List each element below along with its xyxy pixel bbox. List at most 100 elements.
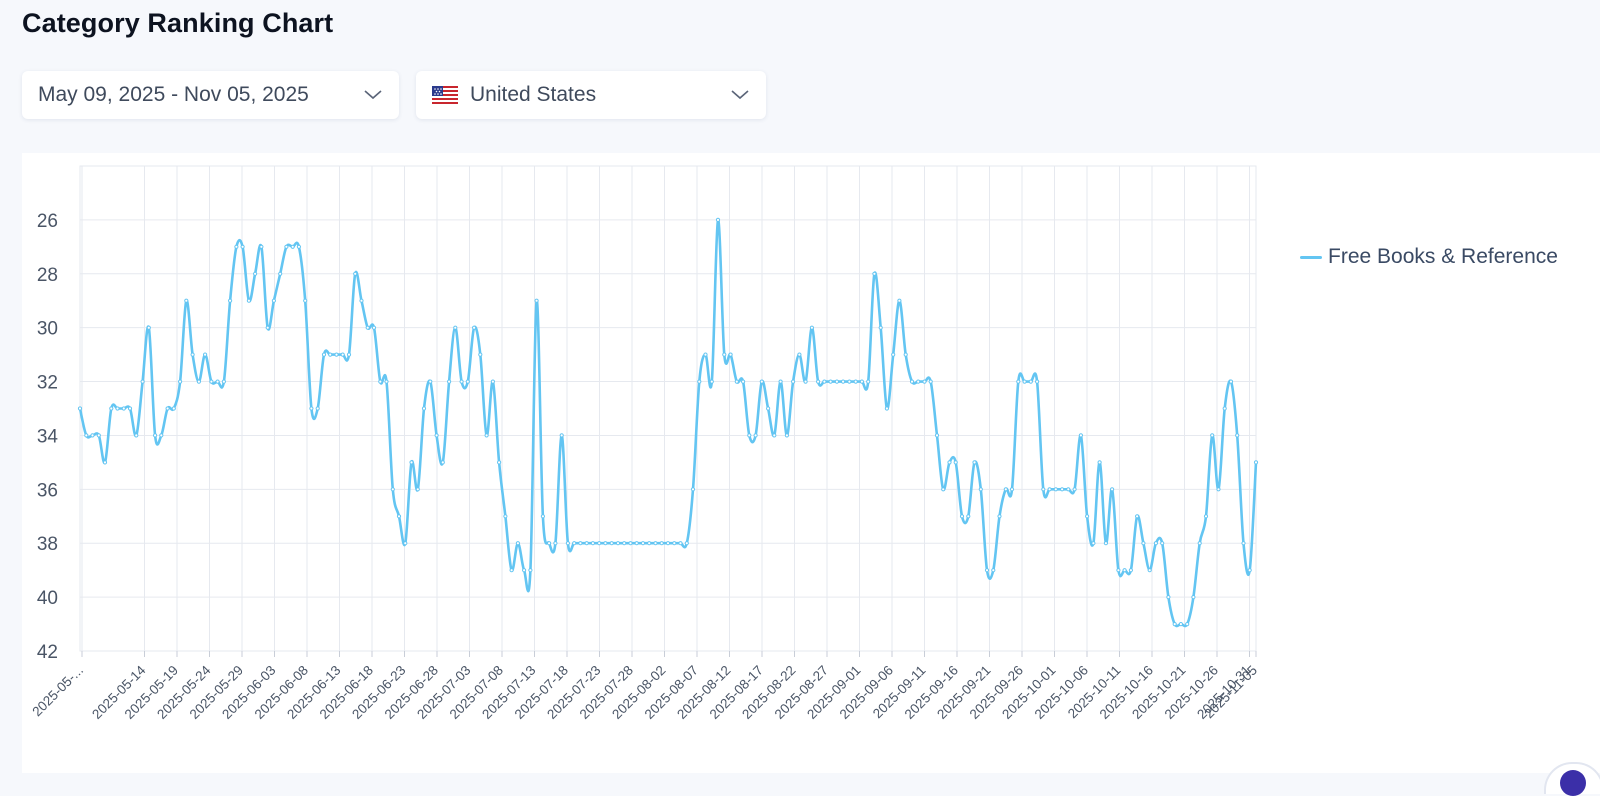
x-tick-label: 2025-05-...: [29, 663, 86, 720]
data-point: [1235, 433, 1240, 438]
data-point: [534, 298, 539, 303]
data-point: [196, 379, 201, 384]
data-point: [1028, 379, 1033, 384]
legend-swatch: [1300, 255, 1322, 259]
data-point: [1116, 568, 1121, 573]
data-point: [1128, 568, 1134, 573]
data-point: [253, 271, 258, 276]
data-point: [615, 541, 621, 546]
data-point: [853, 379, 858, 384]
vertical-gridlines: [79, 165, 1257, 652]
data-point: [590, 541, 596, 546]
data-point: [1197, 541, 1202, 546]
data-point: [203, 352, 208, 357]
data-point: [547, 541, 552, 546]
data-point: [1066, 487, 1071, 492]
data-point: [396, 514, 402, 519]
y-tick-label: 40: [37, 588, 58, 609]
series-group: [77, 217, 1259, 628]
data-point: [403, 541, 408, 546]
data-point: [459, 379, 464, 384]
data-point: [997, 514, 1002, 519]
y-tick-label: 28: [37, 265, 58, 286]
data-point: [703, 352, 708, 357]
legend-item[interactable]: Free Books & Reference: [1300, 245, 1558, 269]
data-point: [428, 379, 433, 384]
data-point: [1203, 514, 1209, 519]
data-point: [96, 433, 101, 438]
data-point: [334, 352, 339, 357]
data-point: [903, 352, 908, 357]
chevron-down-icon: [730, 88, 750, 102]
data-point: [490, 379, 495, 384]
data-point: [559, 433, 564, 438]
data-point: [934, 433, 940, 438]
x-axis-ticks: 2025-05-... 2025-05-142025-05-192025-05-2…: [29, 651, 1260, 722]
data-point: [159, 433, 164, 438]
data-point: [271, 298, 276, 303]
data-point: [90, 433, 95, 438]
data-point: [953, 460, 958, 465]
data-point: [378, 379, 383, 384]
y-tick-label: 38: [37, 534, 58, 555]
y-tick-label: 32: [37, 373, 58, 394]
data-point: [966, 514, 971, 519]
data-point: [1091, 541, 1096, 546]
data-point: [972, 460, 977, 465]
data-point: [440, 460, 445, 465]
data-point: [847, 379, 852, 384]
data-point: [884, 406, 890, 411]
data-point: [421, 406, 427, 411]
data-point: [897, 298, 902, 303]
data-point: [665, 541, 671, 546]
y-tick-label: 30: [37, 319, 58, 340]
data-point: [984, 568, 990, 573]
data-point: [478, 352, 483, 357]
data-point: [509, 568, 514, 573]
data-point: [1216, 487, 1221, 492]
data-point: [1228, 379, 1234, 384]
data-point: [1009, 487, 1015, 492]
data-point: [503, 514, 508, 519]
data-point: [353, 271, 358, 276]
data-point: [772, 433, 777, 438]
chat-icon: [1560, 770, 1586, 796]
data-point: [209, 379, 214, 384]
data-point: [690, 487, 696, 492]
data-point: [1041, 487, 1046, 492]
data-point: [603, 541, 608, 546]
data-point: [346, 352, 352, 357]
data-point: [234, 244, 239, 249]
date-range-select[interactable]: May 09, 2025 - Nov 05, 2025: [22, 71, 399, 119]
data-point: [834, 379, 840, 384]
data-point: [472, 325, 477, 330]
data-point: [1072, 487, 1077, 492]
data-point: [778, 379, 783, 384]
data-point: [146, 325, 151, 330]
data-point: [672, 541, 677, 546]
data-point: [628, 541, 633, 546]
data-point: [578, 541, 583, 546]
data-point: [634, 541, 639, 546]
country-select[interactable]: United States: [416, 71, 766, 119]
data-point: [453, 325, 458, 330]
data-point: [228, 298, 233, 303]
data-point: [265, 325, 270, 330]
data-point: [409, 460, 414, 465]
data-point: [622, 541, 627, 546]
data-point: [184, 298, 189, 303]
data-point: [841, 379, 846, 384]
series-line-free-books-reference: [78, 218, 1258, 628]
data-point: [747, 433, 752, 438]
data-point: [878, 325, 883, 330]
data-point: [115, 406, 120, 411]
data-point: [540, 514, 546, 519]
data-point: [909, 379, 915, 384]
data-point: [572, 541, 577, 546]
data-point: [1178, 622, 1184, 627]
data-point: [991, 568, 996, 573]
data-point: [1022, 379, 1027, 384]
data-point: [715, 217, 721, 222]
y-tick-label: 26: [37, 211, 58, 232]
data-point: [296, 244, 301, 249]
